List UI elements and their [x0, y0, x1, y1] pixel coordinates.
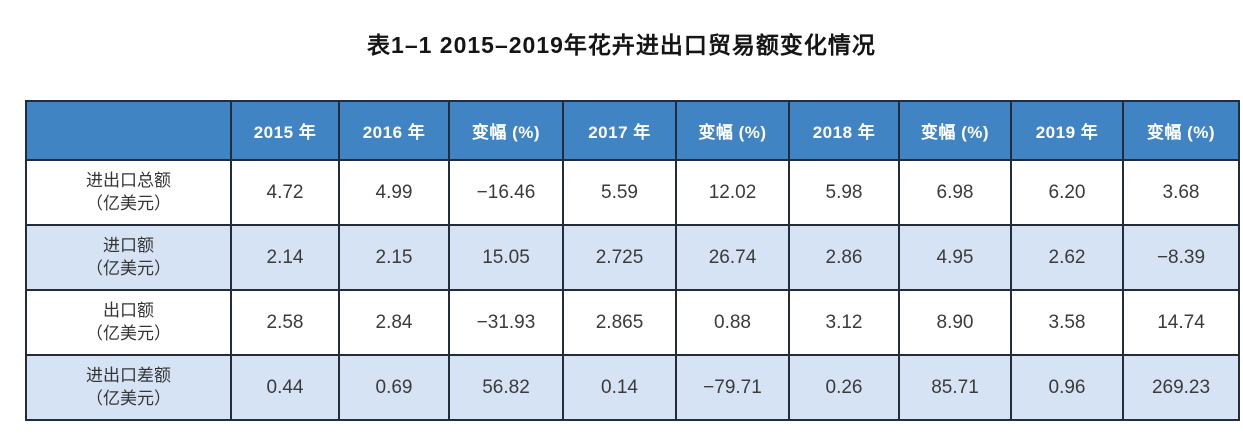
row-label-export: 出口额 （亿美元）: [25, 289, 232, 356]
table-cell: 3.12: [788, 289, 900, 356]
table-cell: −8.39: [1122, 224, 1240, 291]
table-cell: 4.95: [898, 224, 1012, 291]
table-row-total: 进出口总额 （亿美元） 4.72 4.99 −16.46 5.59 12.02 …: [25, 159, 1240, 226]
row-label-line1: 进出口总额: [86, 170, 171, 190]
table-cell: 5.98: [788, 159, 900, 226]
header-cell-2015: 2015 年: [230, 100, 340, 161]
row-label-line2: （亿美元）: [86, 323, 171, 343]
table-cell: 26.74: [675, 224, 790, 291]
table-row-import: 进口额 （亿美元） 2.14 2.15 15.05 2.725 26.74 2.…: [25, 224, 1240, 291]
header-cell-2019: 2019 年: [1010, 100, 1124, 161]
table-cell: 2.84: [338, 289, 450, 356]
table-row-balance: 进出口差额 （亿美元） 0.44 0.69 56.82 0.14 −79.71 …: [25, 354, 1240, 421]
table-title: 表1–1 2015–2019年花卉进出口贸易额变化情况: [367, 32, 876, 58]
table-cell: 0.14: [562, 354, 677, 421]
table-cell: 3.68: [1122, 159, 1240, 226]
header-cell-2018: 2018 年: [788, 100, 900, 161]
header-row: 2015 年 2016 年 变幅 (%) 2017 年 变幅 (%) 2018 …: [25, 100, 1240, 161]
header-cell-empty: [25, 100, 232, 161]
table-cell: −16.46: [448, 159, 564, 226]
table-cell: 2.62: [1010, 224, 1124, 291]
table-cell: 4.99: [338, 159, 450, 226]
table-cell: 15.05: [448, 224, 564, 291]
table-cell: 2.58: [230, 289, 340, 356]
header-cell-2017: 2017 年: [562, 100, 677, 161]
table-cell: 2.14: [230, 224, 340, 291]
row-label-import: 进口额 （亿美元）: [25, 224, 232, 291]
row-label-line1: 进口额: [103, 235, 154, 255]
table-cell: 269.23: [1122, 354, 1240, 421]
row-label-line2: （亿美元）: [86, 388, 171, 408]
table-cell: 3.58: [1010, 289, 1124, 356]
table-cell: −31.93: [448, 289, 564, 356]
table-cell: 56.82: [448, 354, 564, 421]
table-cell: 0.69: [338, 354, 450, 421]
row-label-line1: 进出口差额: [86, 365, 171, 385]
table-cell: 2.725: [562, 224, 677, 291]
header-cell-2016: 2016 年: [338, 100, 450, 161]
row-label-line2: （亿美元）: [86, 193, 171, 213]
table-cell: 6.98: [898, 159, 1012, 226]
row-label-line2: （亿美元）: [86, 258, 171, 278]
header-cell-change-1: 变幅 (%): [448, 100, 564, 161]
trade-table: 2015 年 2016 年 变幅 (%) 2017 年 变幅 (%) 2018 …: [25, 100, 1240, 421]
table-row-export: 出口额 （亿美元） 2.58 2.84 −31.93 2.865 0.88 3.…: [25, 289, 1240, 356]
header-cell-change-2: 变幅 (%): [675, 100, 790, 161]
table-cell: −79.71: [675, 354, 790, 421]
table-cell: 6.20: [1010, 159, 1124, 226]
table-cell: 0.44: [230, 354, 340, 421]
table-cell: 2.865: [562, 289, 677, 356]
table-cell: 0.96: [1010, 354, 1124, 421]
table-cell: 85.71: [898, 354, 1012, 421]
table-cell: 2.86: [788, 224, 900, 291]
header-cell-change-4: 变幅 (%): [1122, 100, 1240, 161]
table-cell: 4.72: [230, 159, 340, 226]
table-cell: 14.74: [1122, 289, 1240, 356]
table-cell: 8.90: [898, 289, 1012, 356]
table-cell: 2.15: [338, 224, 450, 291]
header-cell-change-3: 变幅 (%): [898, 100, 1012, 161]
table-cell: 12.02: [675, 159, 790, 226]
row-label-line1: 出口额: [103, 300, 154, 320]
table-cell: 0.26: [788, 354, 900, 421]
table-cell: 0.88: [675, 289, 790, 356]
row-label-balance: 进出口差额 （亿美元）: [25, 354, 232, 421]
table-cell: 5.59: [562, 159, 677, 226]
row-label-total: 进出口总额 （亿美元）: [25, 159, 232, 226]
